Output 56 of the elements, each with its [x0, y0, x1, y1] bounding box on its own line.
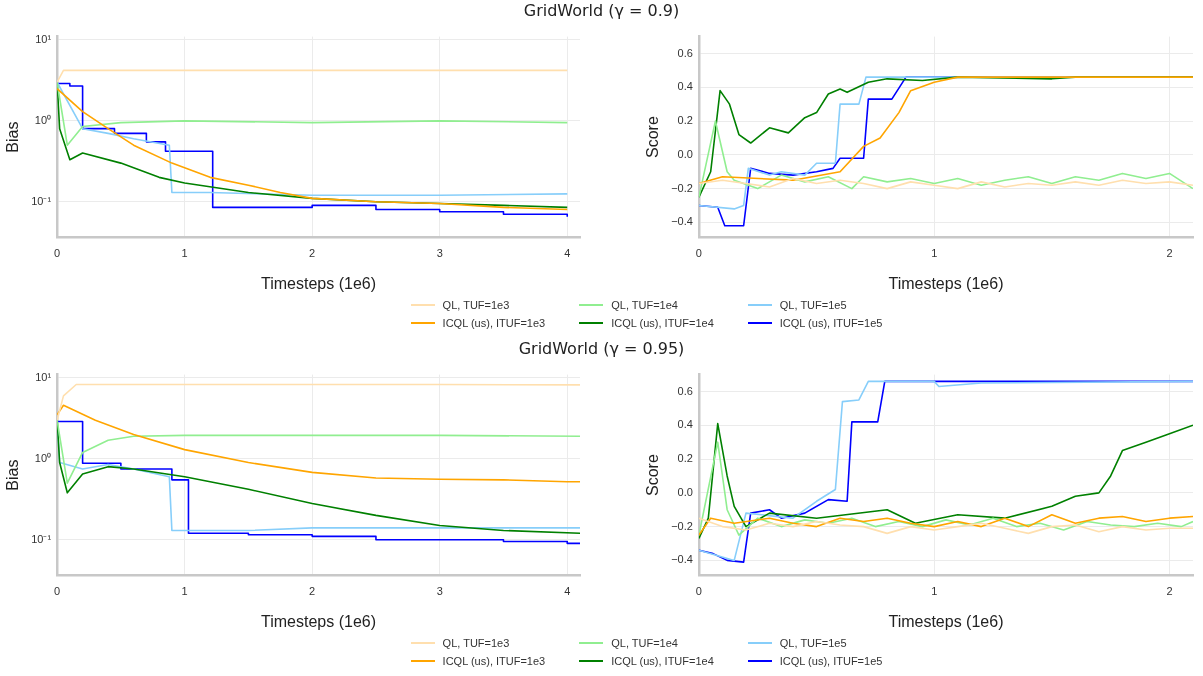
y-tick-label: −0.2 — [671, 519, 693, 532]
y-tick-label: 0.6 — [677, 384, 693, 397]
y-axis-title: Score — [644, 116, 662, 158]
chart-title: GridWorld (γ = 0.9) — [522, 0, 681, 22]
legend-label: QL, TUF=1e3 — [442, 637, 510, 649]
x-tick-label: 0 — [54, 585, 61, 598]
x-tick-label: 4 — [564, 585, 571, 598]
x-tick-label: 3 — [436, 247, 443, 260]
x-tick-label: 4 — [564, 247, 571, 260]
y-tick-label: −0.4 — [671, 553, 693, 566]
legend-label: ICQL (us), ITUF=1e4 — [611, 317, 714, 329]
y-axis-title: Bias — [4, 121, 22, 153]
x-tick-label: 2 — [309, 247, 316, 260]
y-tick-label: −0.2 — [671, 181, 693, 194]
legend-label: QL, TUF=1e5 — [779, 637, 847, 649]
legend-label: ICQL (us), ITUF=1e3 — [442, 655, 546, 667]
legend-label: QL, TUF=1e4 — [611, 637, 678, 649]
x-axis-title: Timesteps (1e6) — [261, 612, 377, 630]
y-tick-label: 10¹ — [35, 370, 52, 383]
x-tick-label: 2 — [1166, 247, 1173, 260]
chart-title: GridWorld (γ = 0.95) — [517, 338, 686, 360]
y-tick-label: 0.0 — [677, 485, 693, 498]
y-tick-label: 0.4 — [677, 418, 693, 431]
legend-label: ICQL (us), ITUF=1e4 — [611, 655, 714, 667]
x-tick-label: 1 — [931, 585, 938, 598]
legend-label: QL, TUF=1e3 — [442, 299, 510, 311]
y-tick-label: 0.0 — [677, 147, 693, 160]
y-axis-title: Score — [644, 454, 662, 496]
x-tick-label: 1 — [181, 585, 188, 598]
x-tick-label: 3 — [436, 585, 443, 598]
y-axis-title: Bias — [4, 459, 22, 491]
x-tick-label: 0 — [695, 247, 702, 260]
y-tick-label: 0.2 — [677, 114, 693, 127]
y-tick-label: −0.4 — [671, 215, 693, 228]
y-tick-label: 10⁻¹ — [31, 194, 52, 207]
x-tick-label: 1 — [931, 247, 938, 260]
y-tick-label: 0.6 — [677, 46, 693, 59]
legend-label: QL, TUF=1e4 — [611, 299, 678, 311]
legend-label: QL, TUF=1e5 — [779, 299, 847, 311]
y-tick-label: 10⁻¹ — [31, 532, 52, 545]
legend-label: ICQL (us), ITUF=1e3 — [442, 317, 546, 329]
y-tick-label: 0.4 — [677, 80, 693, 93]
x-tick-label: 2 — [309, 585, 316, 598]
legend-label: ICQL (us), ITUF=1e5 — [779, 317, 883, 329]
y-tick-label: 10⁰ — [34, 113, 52, 126]
legend-label: ICQL (us), ITUF=1e5 — [779, 655, 883, 667]
x-tick-label: 1 — [181, 247, 188, 260]
y-tick-label: 10⁰ — [34, 451, 52, 464]
x-axis-title: Timesteps (1e6) — [888, 274, 1004, 292]
x-tick-label: 2 — [1166, 585, 1173, 598]
x-axis-title: Timesteps (1e6) — [261, 274, 377, 292]
y-tick-label: 10¹ — [35, 32, 52, 45]
x-tick-label: 0 — [54, 247, 61, 260]
y-tick-label: 0.2 — [677, 452, 693, 465]
x-tick-label: 0 — [695, 585, 702, 598]
x-axis-title: Timesteps (1e6) — [888, 612, 1004, 630]
